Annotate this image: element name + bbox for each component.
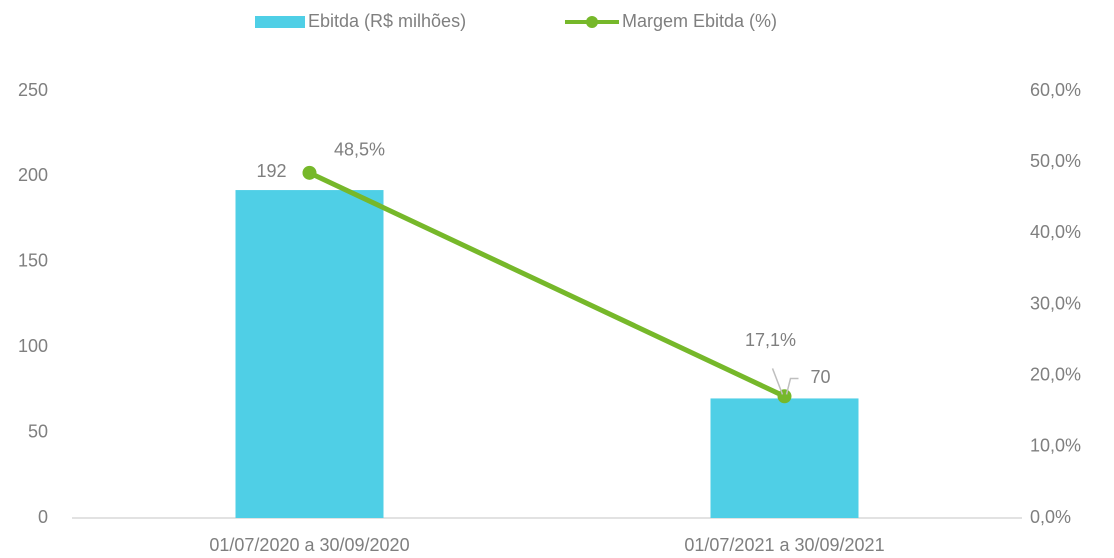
bar-value-label: 192	[256, 161, 286, 181]
legend-swatch	[586, 16, 598, 28]
y2-tick-label: 60,0%	[1030, 80, 1081, 100]
y-tick-label: 50	[28, 421, 48, 441]
legend-label: Margem Ebitda (%)	[622, 11, 777, 31]
y2-tick-label: 0,0%	[1030, 507, 1071, 527]
line-point	[302, 165, 317, 180]
y-tick-label: 250	[18, 80, 48, 100]
line-point	[777, 389, 792, 404]
y-tick-label: 150	[18, 251, 48, 271]
line	[308, 170, 786, 399]
y2-tick-label: 10,0%	[1030, 436, 1081, 456]
legend-label: Ebitda (R$ milhões)	[308, 11, 466, 31]
bar	[235, 190, 384, 518]
y2-tick-label: 50,0%	[1030, 151, 1081, 171]
y-tick-label: 0	[38, 507, 48, 527]
leader-line	[771, 368, 784, 395]
line-value-label: 48,5%	[334, 140, 385, 160]
bar-value-label: 70	[810, 367, 830, 387]
y2-tick-label: 40,0%	[1030, 222, 1081, 242]
y-tick-label: 100	[18, 336, 48, 356]
x-tick-label: 01/07/2020 a 30/09/2020	[209, 535, 409, 555]
leader-line	[785, 377, 799, 395]
y2-tick-label: 20,0%	[1030, 364, 1081, 384]
x-tick-label: 01/07/2021 a 30/09/2021	[684, 535, 884, 555]
y2-tick-label: 30,0%	[1030, 293, 1081, 313]
line-value-label: 17,1%	[745, 330, 796, 350]
legend-swatch	[255, 16, 305, 28]
y-tick-label: 200	[18, 165, 48, 185]
bar	[710, 398, 859, 518]
